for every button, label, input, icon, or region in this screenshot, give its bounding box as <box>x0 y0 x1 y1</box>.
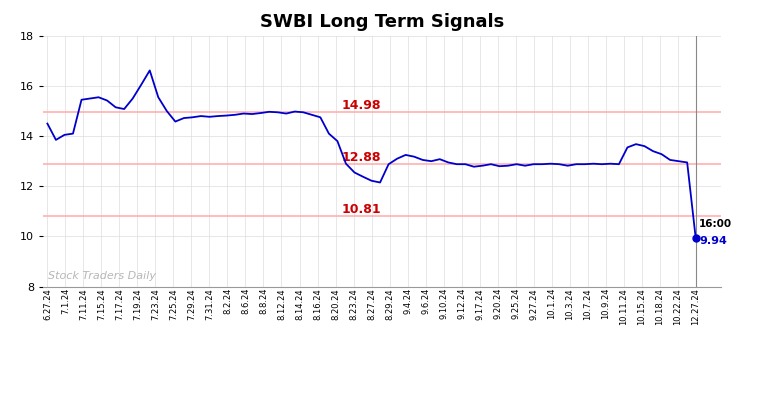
Text: Stock Traders Daily: Stock Traders Daily <box>48 271 156 281</box>
Text: 16:00: 16:00 <box>699 219 732 229</box>
Text: 12.88: 12.88 <box>342 151 381 164</box>
Text: 14.98: 14.98 <box>342 99 381 111</box>
Text: 9.94: 9.94 <box>699 236 727 246</box>
Title: SWBI Long Term Signals: SWBI Long Term Signals <box>260 14 504 31</box>
Text: 10.81: 10.81 <box>342 203 381 216</box>
